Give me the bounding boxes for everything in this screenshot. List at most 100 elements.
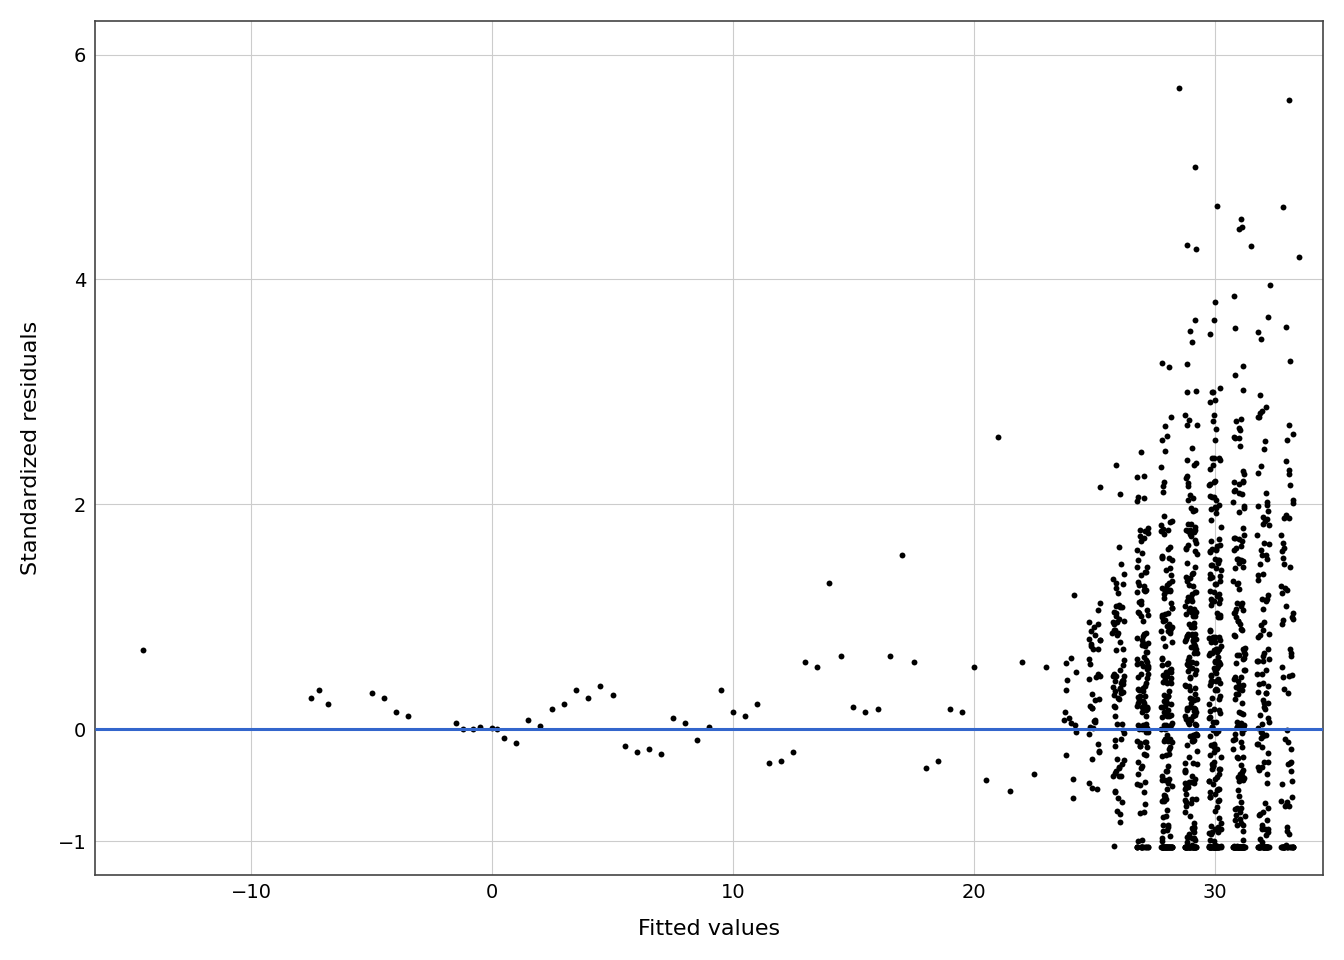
Point: [1134, 775, 1156, 790]
Point: [1184, 732, 1206, 747]
Point: [1111, 576, 1133, 591]
Point: [1228, 430, 1250, 445]
Point: [1255, 494, 1277, 510]
Point: [1203, 754, 1224, 769]
Point: [1179, 578, 1200, 593]
Point: [1078, 652, 1099, 667]
Point: [1183, 728, 1204, 743]
Point: [1279, 477, 1301, 492]
Point: [1224, 669, 1246, 684]
Point: [1232, 750, 1254, 765]
Point: [1176, 829, 1198, 845]
Point: [1200, 668, 1222, 684]
Point: [1184, 502, 1206, 517]
Point: [1199, 789, 1220, 804]
Point: [1181, 587, 1203, 602]
Point: [1160, 540, 1181, 555]
Point: [1231, 768, 1253, 783]
Point: [1159, 839, 1180, 854]
Point: [1157, 675, 1179, 690]
Point: [1126, 839, 1148, 854]
Point: [1159, 575, 1180, 590]
Point: [1179, 839, 1200, 854]
Point: [1254, 755, 1275, 770]
Point: [1200, 597, 1222, 612]
Point: [1157, 619, 1179, 635]
Point: [1181, 628, 1203, 643]
Point: [1208, 532, 1230, 547]
Point: [1126, 584, 1148, 599]
Point: [1105, 783, 1126, 799]
Point: [1210, 839, 1231, 854]
Point: [1180, 516, 1202, 532]
Point: [1156, 657, 1177, 672]
Point: [1203, 450, 1224, 466]
Point: [1208, 781, 1230, 797]
Point: [1204, 683, 1226, 698]
Point: [1257, 801, 1278, 816]
Point: [1277, 839, 1298, 854]
Point: [1282, 839, 1304, 854]
Point: [1270, 579, 1292, 594]
Point: [1207, 606, 1228, 621]
Point: [1184, 458, 1206, 473]
Point: [1230, 839, 1251, 854]
Point: [1180, 589, 1202, 605]
Point: [1258, 641, 1279, 657]
Point: [1185, 726, 1207, 741]
Point: [1273, 536, 1294, 551]
Point: [1234, 527, 1255, 542]
Point: [493, 731, 515, 746]
Point: [1206, 725, 1227, 740]
Point: [1200, 533, 1222, 548]
Point: [1210, 638, 1231, 654]
Point: [1154, 607, 1176, 622]
Point: [1271, 543, 1293, 559]
Point: [1282, 667, 1304, 683]
Point: [1223, 839, 1245, 854]
Point: [1222, 741, 1243, 756]
Point: [1259, 277, 1281, 293]
Point: [1254, 702, 1275, 717]
Point: [1279, 839, 1301, 854]
Point: [1134, 734, 1156, 750]
Point: [1202, 593, 1223, 609]
Point: [1136, 702, 1157, 717]
Point: [1203, 458, 1224, 473]
Point: [1251, 726, 1273, 741]
Point: [1089, 743, 1110, 758]
Point: [1282, 492, 1304, 508]
Point: [1179, 690, 1200, 706]
Point: [1130, 593, 1152, 609]
Point: [1184, 532, 1206, 547]
Point: [1078, 614, 1099, 630]
Point: [1150, 355, 1172, 371]
Point: [1175, 762, 1196, 778]
Point: [1130, 839, 1152, 854]
Point: [1231, 739, 1253, 755]
Point: [1102, 838, 1124, 853]
Point: [1126, 699, 1148, 714]
Point: [1207, 642, 1228, 658]
Point: [1157, 708, 1179, 724]
Point: [1130, 760, 1152, 776]
Point: [1109, 662, 1130, 678]
Point: [1079, 657, 1101, 672]
Point: [1203, 313, 1224, 328]
Point: [1185, 691, 1207, 707]
Point: [1281, 773, 1302, 788]
Point: [1227, 551, 1249, 566]
Point: [1179, 679, 1200, 694]
Point: [1130, 444, 1152, 460]
Point: [1183, 708, 1204, 724]
Point: [1230, 839, 1251, 854]
Point: [1199, 488, 1220, 503]
Point: [1210, 568, 1231, 584]
Point: [1185, 726, 1207, 741]
Point: [1200, 729, 1222, 744]
Point: [1200, 501, 1222, 516]
Point: [1175, 599, 1196, 614]
Point: [1199, 774, 1220, 789]
Point: [1253, 649, 1274, 664]
Point: [1255, 839, 1277, 854]
